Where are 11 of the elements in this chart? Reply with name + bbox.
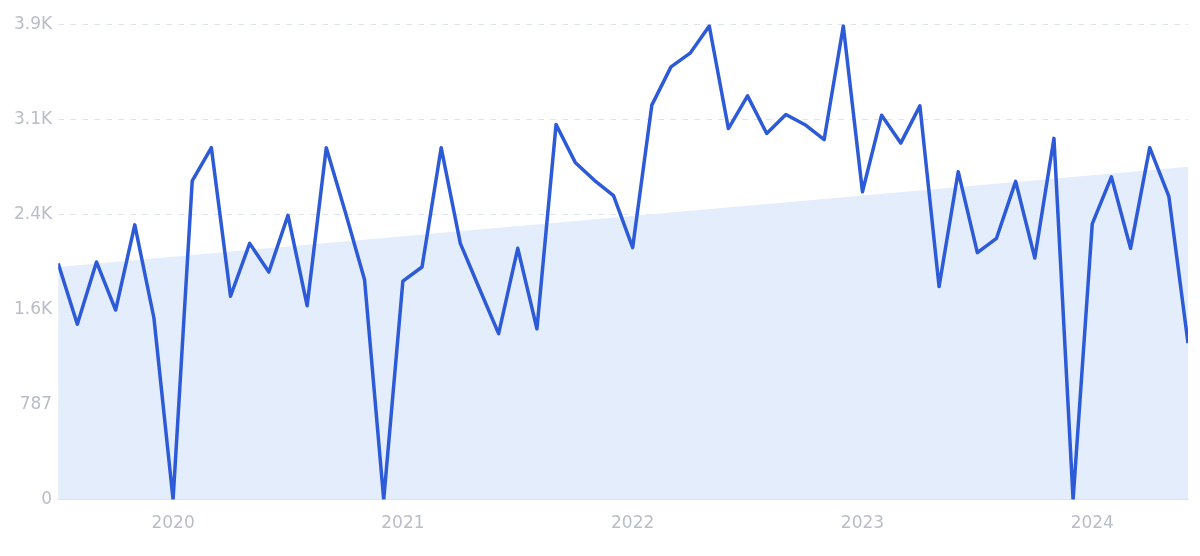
y-tick-label: 2.4K [14,202,54,223]
x-tick-label: 2024 [1070,512,1114,533]
y-tick-label: 787 [19,392,53,413]
x-tick-label: 2023 [840,512,885,533]
y-tick-label: 3.9K [14,12,54,33]
y-tick-label: 1.6K [14,297,54,318]
x-tick-label: 2020 [151,512,195,533]
x-tick-label: 2022 [611,512,655,533]
y-tick-label: 0 [41,488,53,509]
x-tick-label: 2021 [381,512,425,533]
y-tick-label: 3.1K [14,107,54,128]
